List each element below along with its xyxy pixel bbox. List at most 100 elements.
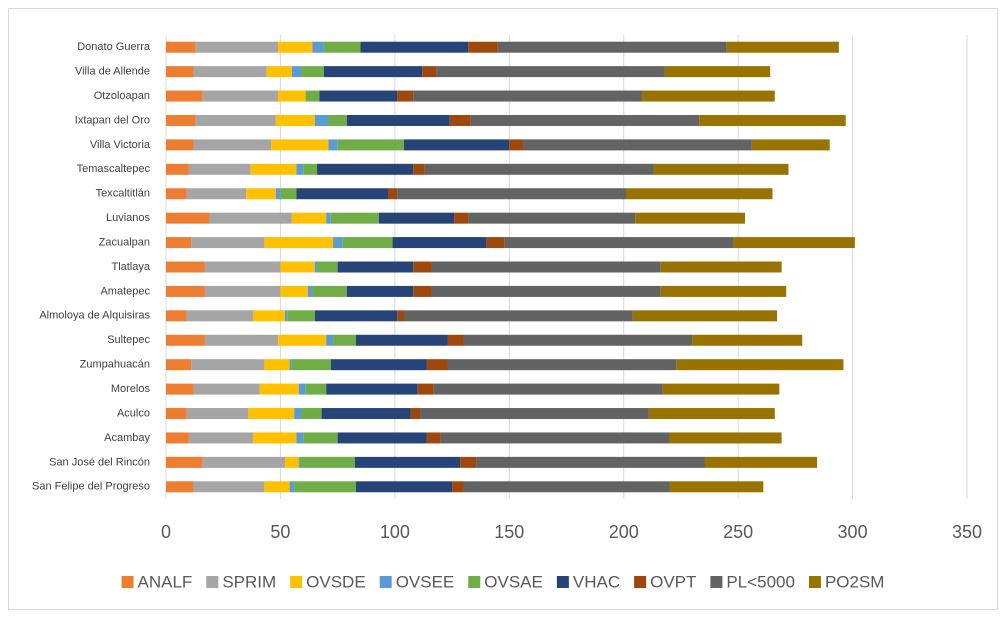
bar-segment xyxy=(660,261,782,273)
y-tick-label: San José del Rincón xyxy=(49,456,150,468)
bar-segment xyxy=(166,41,196,53)
bar-segment xyxy=(648,408,775,420)
bar-segment xyxy=(468,41,498,53)
y-tick-label: Villa de Allende xyxy=(75,66,150,78)
y-tick-label: Zacualpan xyxy=(99,236,150,248)
x-tick-label: 300 xyxy=(838,522,868,542)
bar-segment xyxy=(397,188,627,200)
legend-label: SPRIM xyxy=(222,572,276,591)
bar-segment xyxy=(264,237,334,249)
y-tick-label: Temascaltepec xyxy=(77,163,151,175)
bar-segment xyxy=(326,383,418,395)
legend-label: ANALF xyxy=(138,572,193,591)
bar-segment xyxy=(312,41,324,53)
bar-segment xyxy=(259,383,299,395)
bar-segment xyxy=(301,66,324,78)
bar-segment xyxy=(298,383,306,395)
bar-segment xyxy=(195,114,276,126)
x-tick-label: 50 xyxy=(270,522,290,542)
bar-segment xyxy=(497,41,727,53)
bar-segment xyxy=(440,432,670,444)
bar-segment xyxy=(426,432,441,444)
bar-segment xyxy=(317,261,338,273)
bar-segment xyxy=(486,237,505,249)
bar-segment xyxy=(252,310,286,322)
bar-segment xyxy=(413,90,643,102)
y-tick-label: Acambay xyxy=(104,432,150,444)
bar-segment xyxy=(454,212,469,224)
bar-segment xyxy=(301,408,322,420)
bar-segment xyxy=(431,261,661,273)
bar-segment xyxy=(166,334,205,346)
bar-segment xyxy=(204,261,281,273)
bar-segment xyxy=(410,408,421,420)
bar-segment xyxy=(669,481,764,493)
y-tick-label: Donato Guerra xyxy=(77,41,151,53)
bar-segment xyxy=(333,334,356,346)
bar-segment xyxy=(305,383,327,395)
bar-segment xyxy=(447,334,464,346)
bar-segment xyxy=(733,237,855,249)
bar-segment xyxy=(278,90,306,102)
bar-segment xyxy=(449,114,471,126)
bar-segment xyxy=(166,212,210,224)
bar-segment xyxy=(704,456,818,468)
bar-segment xyxy=(278,41,313,53)
bar-segment xyxy=(328,114,347,126)
legend-swatch xyxy=(710,576,723,588)
bar-segment xyxy=(397,310,405,322)
bar-segment xyxy=(166,432,189,444)
legend-label: OVPT xyxy=(650,572,696,591)
bar-segment xyxy=(433,383,663,395)
bar-segment xyxy=(404,310,633,322)
bar-segment xyxy=(166,90,203,102)
bar-segment xyxy=(193,383,260,395)
bar-segment xyxy=(337,432,427,444)
bar-segment xyxy=(296,163,304,175)
bar-segment xyxy=(246,188,276,200)
bar-segment xyxy=(166,188,187,200)
bar-segment xyxy=(248,408,295,420)
bar-segment xyxy=(166,310,187,322)
bar-segment xyxy=(355,481,453,493)
bar-segment xyxy=(188,163,251,175)
bar-segment xyxy=(653,163,789,175)
y-tick-label: San Felipe del Progreso xyxy=(32,481,150,493)
bar-segment xyxy=(354,456,461,468)
bar-segment xyxy=(392,237,487,249)
bar-segment xyxy=(314,310,398,322)
bar-segment xyxy=(291,212,327,224)
bar-segment xyxy=(337,139,405,151)
bar-segment xyxy=(404,139,510,151)
bar-segment xyxy=(323,66,423,78)
bar-segment xyxy=(460,456,477,468)
bar-segment xyxy=(193,481,265,493)
bar-segment xyxy=(299,456,355,468)
bar-segment xyxy=(330,212,379,224)
bar-segment xyxy=(296,432,304,444)
x-tick-label: 350 xyxy=(952,522,982,542)
y-tick-label: Sultepec xyxy=(107,334,150,346)
bar-segment xyxy=(330,359,427,371)
bar-segment xyxy=(470,114,700,126)
bar-segment xyxy=(166,139,194,151)
legend-label: PO2SM xyxy=(825,572,885,591)
bar-segment xyxy=(726,41,839,53)
bar-segment xyxy=(271,139,329,151)
x-tick-label: 250 xyxy=(723,522,753,542)
bar-segment xyxy=(751,139,830,151)
legend-label: PL<5000 xyxy=(726,572,795,591)
bar-segment xyxy=(314,114,329,126)
bar-segment xyxy=(193,139,272,151)
bar-segment xyxy=(509,139,524,151)
bar-segment xyxy=(664,66,771,78)
legend-swatch xyxy=(634,576,647,588)
chart-frame xyxy=(8,8,998,610)
bar-segment xyxy=(328,139,338,151)
bar-segment xyxy=(476,456,705,468)
legend-swatch xyxy=(468,576,481,588)
bar-segment xyxy=(378,212,455,224)
bar-segment xyxy=(431,285,661,297)
bar-segment xyxy=(188,432,253,444)
legend-label: OVSEE xyxy=(396,572,455,591)
